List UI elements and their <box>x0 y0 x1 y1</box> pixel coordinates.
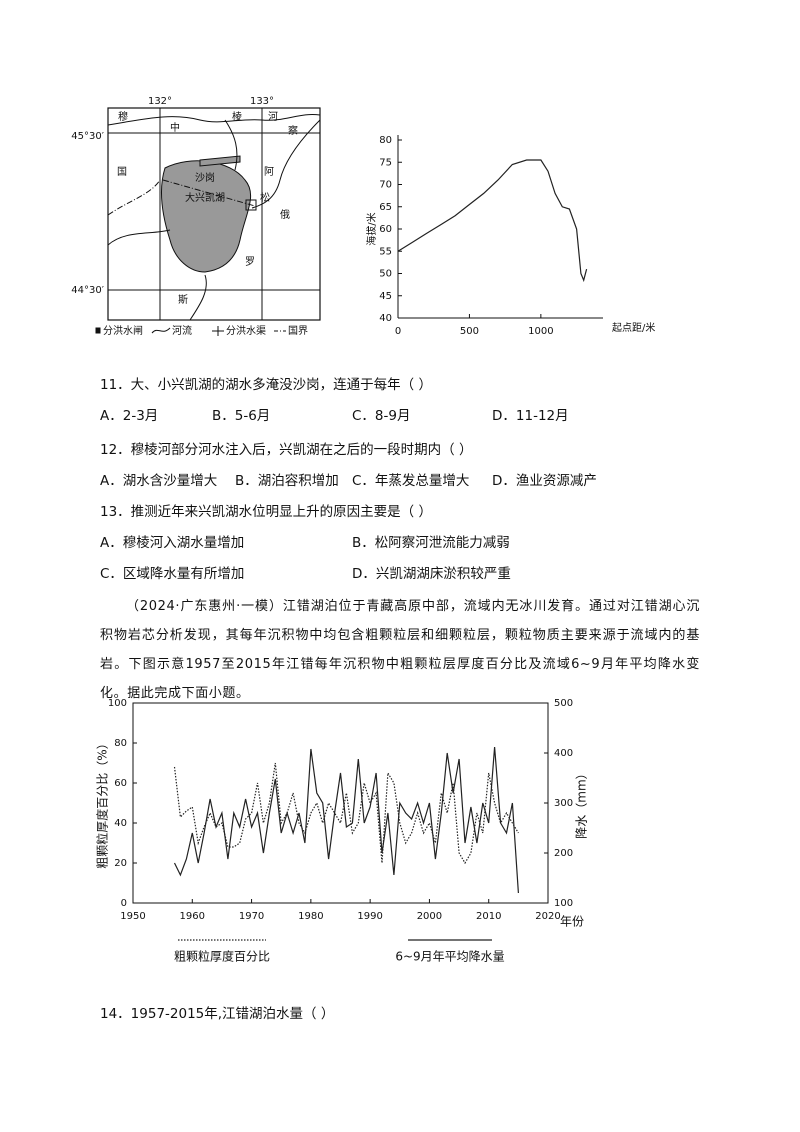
place: 斯 <box>178 293 188 306</box>
river <box>107 229 171 246</box>
question-stem: 14．1957-2015年,江错湖泊水量（ ） <box>100 1006 335 1022</box>
station <box>245 199 257 211</box>
place: 棱 <box>232 110 242 123</box>
place: 沙岗 <box>195 172 215 184</box>
y-tick-label: 0 <box>121 898 127 909</box>
x-tick-label: 1950 <box>120 911 145 922</box>
x-tick-label: 1980 <box>298 911 323 922</box>
option: C．区域降水量有所增加 <box>100 566 245 582</box>
legend-label: 分洪水渠 <box>226 325 266 337</box>
y-axis-label: 粗颗粒厚度百分比（%） <box>95 737 110 868</box>
question-stem: 11．大、小兴凯湖的湖水多淹没沙岗，连通于每年（ ） <box>100 377 432 393</box>
y-tick-label: 80 <box>379 135 392 146</box>
x-tick-label: 2010 <box>476 911 501 922</box>
y-tick-label: 65 <box>379 202 392 213</box>
y-axis-label: 海拔/米 <box>365 212 378 245</box>
small-lake <box>199 155 241 167</box>
y-tick-label: 45 <box>379 291 392 302</box>
y-tick-label: 60 <box>114 778 127 789</box>
lon-label: 133° <box>250 96 274 107</box>
x-tick-label: 1000 <box>528 326 553 337</box>
y-tick-label: 75 <box>379 157 392 168</box>
place: 大兴凯湖 <box>185 191 225 204</box>
y-tick-label: 60 <box>379 224 392 235</box>
option: B．湖泊容积增加 <box>235 473 339 489</box>
legend-label: 6~9月年平均降水量 <box>395 950 504 964</box>
place: 阿 <box>264 166 274 178</box>
x-tick-label: 1990 <box>357 911 382 922</box>
option: C．年蒸发总量增大 <box>352 473 470 489</box>
river <box>189 274 207 321</box>
place: 国 <box>117 166 127 178</box>
passage: （2024·广东惠州·一模）江错湖泊位于青藏高原中部，流域内无冰川发育。通过对江… <box>100 599 700 701</box>
river <box>107 113 321 126</box>
legend-icon <box>95 327 101 334</box>
x-tick-label: 2020 <box>535 911 560 922</box>
place: 罗 <box>245 256 255 268</box>
series-line <box>397 159 588 283</box>
option: D．11-12月 <box>492 408 569 424</box>
map-legend <box>95 326 286 336</box>
y-tick-label: 70 <box>379 180 392 191</box>
place: 河 <box>268 111 278 123</box>
option: A．湖水含沙量增大 <box>100 473 218 489</box>
legend-label: 河流 <box>172 324 192 337</box>
map <box>107 107 321 321</box>
lat-label: 44°30′ <box>71 285 104 296</box>
legend-label: 分洪水闸 <box>103 324 143 337</box>
y2-tick-label: 400 <box>554 748 573 759</box>
y2-axis-label: 降水（mm） <box>575 767 589 838</box>
x-axis-label: 年份 <box>560 915 584 929</box>
option: D．渔业资源减产 <box>492 473 597 489</box>
option: B．5-6月 <box>212 408 271 424</box>
place: 穆 <box>118 110 128 123</box>
y2-tick-label: 200 <box>554 848 573 859</box>
option: D．兴凯湖湖床淤积较严重 <box>352 566 511 582</box>
river <box>224 119 238 171</box>
y-tick-label: 100 <box>108 698 127 709</box>
question-stem: 12．穆棱河部分河水注入后，兴凯湖在之后的一段时期内（ ） <box>100 442 473 458</box>
legend-label: 粗颗粒厚度百分比 <box>174 949 270 964</box>
option: A．2-3月 <box>100 408 159 424</box>
lat-label: 45°30′ <box>71 131 104 142</box>
y-tick-label: 40 <box>379 313 392 324</box>
option: A．穆棱河入湖水量增加 <box>100 535 245 551</box>
x-tick-label: 2000 <box>417 911 442 922</box>
question-stem: 13．推测近年来兴凯湖水位明显上升的原因主要是（ ） <box>100 504 432 520</box>
y2-tick-label: 500 <box>554 698 573 709</box>
map-frame <box>107 107 321 321</box>
y-tick-label: 20 <box>114 858 127 869</box>
y-tick-label: 80 <box>114 738 127 749</box>
lake <box>160 160 252 273</box>
place: 松 <box>260 191 270 204</box>
legend-icon <box>151 327 171 334</box>
series-line <box>173 762 519 865</box>
y2-tick-label: 100 <box>554 898 573 909</box>
border <box>162 179 256 207</box>
place: 俄 <box>280 209 290 221</box>
legend-label: 国界 <box>288 325 308 337</box>
y2-tick-label: 300 <box>554 798 573 809</box>
place: 察 <box>288 124 298 137</box>
x-tick-label: 0 <box>395 326 401 337</box>
series-line <box>173 746 519 894</box>
option: B．松阿察河泄流能力减弱 <box>352 535 510 551</box>
option: C．8-9月 <box>352 408 411 424</box>
lon-label: 132° <box>148 96 172 107</box>
x-tick-label: 1960 <box>180 911 205 922</box>
y-tick-label: 55 <box>379 246 392 257</box>
x-tick-label: 500 <box>460 326 479 337</box>
y-tick-label: 40 <box>114 818 127 829</box>
x-axis-label: 起点距/米 <box>612 321 655 334</box>
y-tick-label: 50 <box>379 269 392 280</box>
x-tick-label: 1970 <box>239 911 264 922</box>
place: 中 <box>170 121 180 134</box>
border <box>107 179 161 216</box>
river <box>251 119 321 209</box>
